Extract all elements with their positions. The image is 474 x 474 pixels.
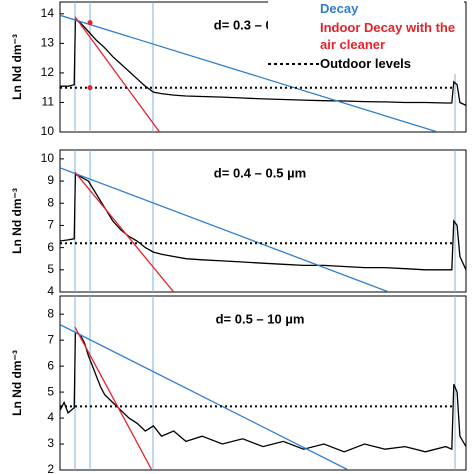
y-tick-label: 4 [47,410,54,424]
y-tick-label: 13 [41,36,55,50]
panel-label: d= 0.4 – 0.5 µm [214,165,306,180]
y-tick-label: 7 [47,332,54,346]
marker [87,85,93,91]
y-tick-label: 11 [42,95,55,109]
series-line [60,18,466,106]
plot-frame [59,149,467,293]
plot-clip-group [60,324,466,470]
legend-item: Outdoor levels [268,55,464,72]
series-line [60,14,438,132]
y-tick-label: 5 [47,384,54,398]
y-tick-label: 14 [41,6,55,20]
legend-swatch [268,0,320,17]
series-line [74,16,161,132]
legend-swatch [268,19,320,36]
y-tick-label: 5 [47,262,54,276]
y-axis-label: Ln Nd dm⁻³ [10,188,24,254]
y-tick-label: 4 [47,284,54,298]
plot-frame [59,295,467,471]
y-tick-label: 7 [47,218,54,232]
y-tick-label: 12 [41,65,55,79]
series-line [60,331,466,453]
y-tick-label: 10 [41,151,55,165]
y-tick-label: 8 [47,195,54,209]
plot-clip-group [60,167,466,292]
y-tick-label: 3 [47,436,54,450]
y-tick-label: 8 [47,306,54,320]
y-tick-label: 10 [41,124,55,138]
series-line [60,167,390,292]
y-tick-label: 9 [47,173,54,187]
y-tick-label: 6 [47,240,54,254]
marker [87,20,93,26]
y-axis-label: Ln Nd dm⁻³ [10,34,24,100]
legend-swatch [268,55,320,72]
plot-frame [59,1,467,133]
y-tick-label: 6 [47,358,54,372]
series-line [74,171,175,292]
panel-label: d= 0.5 – 10 µm [216,311,305,326]
plot-clip-group [60,14,466,132]
series-line [60,324,349,470]
legend: Decay Indoor Decay with the air cleaner Ou… [268,0,464,74]
legend-label: Outdoor levels [320,56,412,71]
y-axis-label: Ln Nd dm⁻³ [10,350,24,416]
legend-item: Indoor Decay with the air cleaner [268,19,464,53]
series-line [74,326,153,470]
legend-label: Indoor Decay with the air cleaner [320,20,456,52]
legend-item: Decay [268,0,464,17]
series-line [60,173,466,271]
y-tick-label: 2 [47,462,54,474]
legend-label: Decay [320,1,359,16]
